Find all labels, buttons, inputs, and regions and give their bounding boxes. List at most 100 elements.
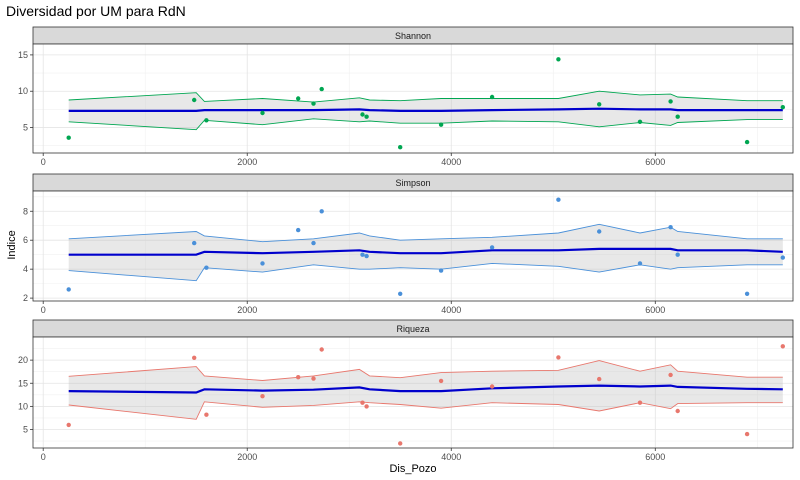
strip-label-shannon: Shannon <box>395 31 431 41</box>
fitted-line <box>68 384 783 394</box>
x-tick-label: 6000 <box>645 157 665 167</box>
data-point <box>744 291 750 296</box>
fitted-line <box>68 247 783 256</box>
data-point <box>364 404 369 409</box>
upper-bound-line <box>68 360 783 381</box>
data-point <box>637 119 643 125</box>
data-point <box>556 197 561 202</box>
chart-title: Diversidad por UM para RdN <box>6 3 186 19</box>
data-point <box>744 431 750 437</box>
data-point <box>66 422 71 428</box>
panel-border <box>32 43 794 154</box>
data-point <box>296 96 301 101</box>
y-axis-title: Indice <box>6 230 18 259</box>
data-point <box>780 105 785 110</box>
data-point <box>311 101 316 106</box>
data-point <box>637 261 643 266</box>
confidence-ribbon <box>68 360 783 420</box>
y-tick-label: 15 <box>18 50 28 60</box>
panel-border <box>32 190 794 302</box>
x-tick-label: 0 <box>41 452 46 462</box>
data-point <box>364 253 369 259</box>
data-point <box>66 287 71 292</box>
facet-simpson: Simpson 2 4 6 8 0 2000 4000 6000 <box>23 173 794 315</box>
x-tick-label: 4000 <box>441 157 461 167</box>
x-axis-title: Dis_Pozo <box>389 463 436 475</box>
y-tick-label: 10 <box>18 401 28 411</box>
data-point <box>204 412 209 417</box>
y-tick-label: 15 <box>18 378 28 388</box>
data-point <box>398 441 403 446</box>
y-tick-label: 5 <box>23 425 28 435</box>
y-tick-label: 4 <box>23 264 28 274</box>
strip-label-simpson: Simpson <box>395 178 430 188</box>
x-tick-label: 2000 <box>237 452 257 462</box>
data-point <box>296 227 301 233</box>
data-point <box>260 394 265 399</box>
data-point <box>192 240 197 246</box>
y-tick-label: 8 <box>23 206 28 216</box>
data-point <box>489 384 495 389</box>
data-point <box>637 400 643 405</box>
facet-riqueza: Riqueza 5 10 15 20 0 2000 4000 6000 <box>18 319 794 462</box>
upper-bound-line <box>68 223 783 243</box>
x-tick-label: 0 <box>41 305 46 315</box>
data-point <box>66 135 71 140</box>
data-point <box>780 255 785 260</box>
x-tick-label: 6000 <box>645 452 665 462</box>
strip-label-riqueza: Riqueza <box>396 324 429 334</box>
data-point <box>668 372 673 378</box>
y-tick-label: 5 <box>23 123 28 133</box>
data-point <box>675 408 680 414</box>
y-tick-label: 6 <box>23 235 28 245</box>
panel-border <box>32 336 794 449</box>
data-point <box>668 99 673 104</box>
y-tick-label: 20 <box>18 355 28 365</box>
data-point <box>360 400 365 405</box>
data-point <box>556 57 561 62</box>
data-point <box>260 110 265 116</box>
data-point <box>192 97 197 103</box>
panel-background <box>33 44 793 153</box>
data-point <box>597 229 602 234</box>
data-point <box>311 240 316 246</box>
x-tick-label: 4000 <box>441 452 461 462</box>
panel-background <box>33 191 793 301</box>
upper-bound-line <box>68 90 783 103</box>
data-point <box>744 139 750 145</box>
data-point <box>438 122 444 127</box>
data-point <box>668 225 673 230</box>
data-point <box>398 291 403 296</box>
y-tick-label: 2 <box>23 293 28 303</box>
data-point <box>597 102 602 107</box>
data-point <box>398 145 403 150</box>
data-point <box>675 252 680 257</box>
data-point <box>319 347 324 352</box>
data-point <box>311 376 316 381</box>
data-point <box>489 245 495 250</box>
data-point <box>675 114 680 119</box>
x-tick-label: 0 <box>41 157 46 167</box>
data-point <box>360 252 365 257</box>
data-point <box>597 376 602 382</box>
x-tick-label: 2000 <box>237 305 257 315</box>
data-point <box>360 112 365 117</box>
data-point <box>780 344 785 349</box>
y-tick-label: 10 <box>18 86 28 96</box>
x-tick-label: 2000 <box>237 157 257 167</box>
lower-bound-line <box>68 401 783 420</box>
data-point <box>260 261 265 266</box>
facet-shannon: Shannon 5 10 15 0 2000 4000 6000 <box>18 26 794 167</box>
data-point <box>364 114 369 119</box>
data-point <box>489 94 495 100</box>
data-point <box>438 268 444 273</box>
data-point <box>192 355 197 360</box>
fitted-line <box>68 107 783 113</box>
x-tick-label: 6000 <box>645 305 665 315</box>
x-tick-label: 4000 <box>441 305 461 315</box>
data-point <box>204 118 209 123</box>
data-point <box>438 378 444 384</box>
data-point <box>319 86 324 92</box>
data-point <box>204 265 209 270</box>
